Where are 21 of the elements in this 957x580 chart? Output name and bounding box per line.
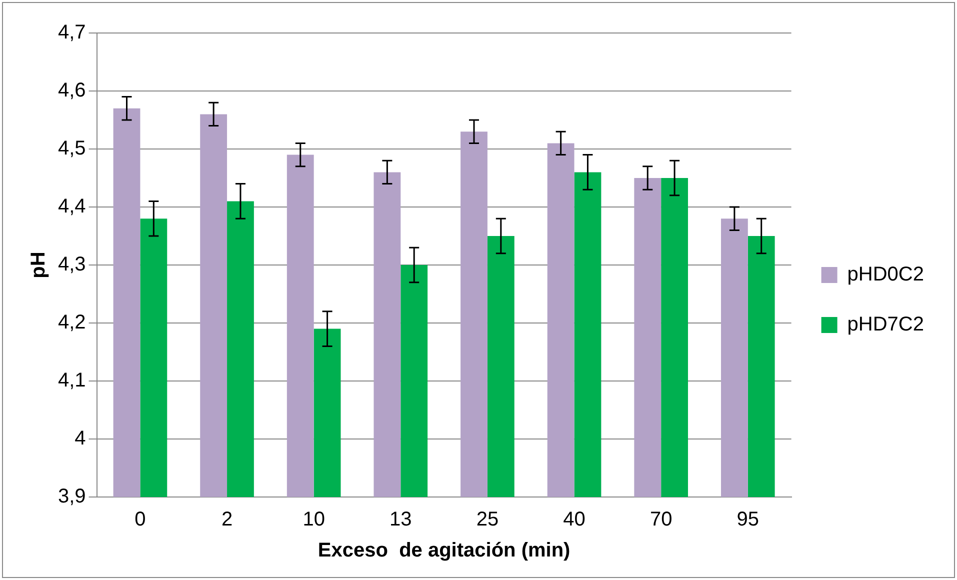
y-tick-label: 4,2 — [58, 312, 86, 334]
y-tick-label: 4,5 — [58, 138, 86, 160]
x-tick-label: 2 — [221, 508, 233, 531]
x-tick-label: 40 — [563, 508, 586, 531]
x-tick-label: 10 — [302, 508, 325, 531]
x-tick-label: 0 — [134, 508, 146, 531]
y-axis-title: pH — [28, 252, 50, 278]
y-tick-label: 4,3 — [58, 254, 86, 276]
y-tick-label: 4,4 — [58, 196, 86, 218]
y-tick-label: 4,7 — [58, 22, 86, 44]
x-tick-label: 70 — [650, 508, 672, 531]
y-tick-label: 4,1 — [58, 370, 86, 392]
x-tick-label: 25 — [476, 508, 499, 531]
y-tick-label: 3,9 — [58, 486, 86, 508]
x-axis-title: Exceso de agitación (min) — [318, 540, 570, 562]
y-tick-label: 4,6 — [58, 80, 86, 102]
x-tick-label: 95 — [736, 508, 760, 531]
y-tick-label: 4 — [74, 428, 86, 450]
legend-label: pHD7C2 — [847, 314, 924, 336]
x-tick-label: 13 — [390, 508, 412, 531]
legend-label: pHD0C2 — [847, 264, 924, 286]
